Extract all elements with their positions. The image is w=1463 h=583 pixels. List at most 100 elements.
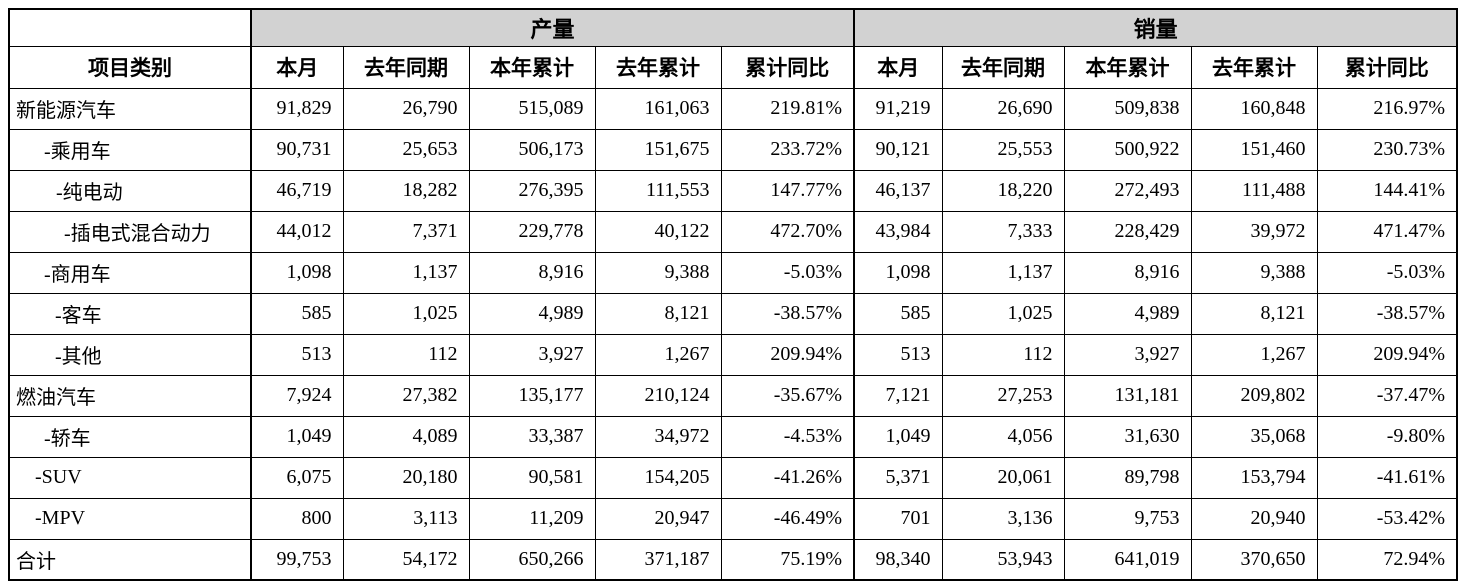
row-label: -纯电动 xyxy=(8,169,252,212)
sales-value-cell: 500,922 xyxy=(1063,128,1192,171)
sales-last-year-period-header: 去年同期 xyxy=(941,45,1065,89)
production-value-cell: 1,025 xyxy=(342,292,470,335)
production-value-cell: 151,675 xyxy=(594,128,722,171)
production-value-cell: -38.57% xyxy=(720,292,855,335)
row-label: -SUV xyxy=(8,456,252,499)
production-value-cell: -41.26% xyxy=(720,456,855,499)
production-value-cell: 219.81% xyxy=(720,87,855,130)
table-row: 燃油汽车 7,924 27,382 135,177 210,124 -35.67% 7,12… xyxy=(8,374,1458,417)
sales-value-cell: 509,838 xyxy=(1063,87,1192,130)
sales-value-cell: 216.97% xyxy=(1316,87,1458,130)
sales-value-cell: 471.47% xyxy=(1316,210,1458,253)
production-value-cell: 26,790 xyxy=(342,87,470,130)
row-label: 燃油汽车 xyxy=(8,374,252,417)
sales-value-cell: 20,061 xyxy=(941,456,1065,499)
sales-value-cell: 513 xyxy=(853,333,943,376)
sales-value-cell: 230.73% xyxy=(1316,128,1458,171)
sales-value-cell: -53.42% xyxy=(1316,497,1458,540)
production-value-cell: 650,266 xyxy=(468,538,596,581)
production-value-cell: 1,049 xyxy=(250,415,344,458)
production-value-cell: 99,753 xyxy=(250,538,344,581)
sales-value-cell: 53,943 xyxy=(941,538,1065,581)
production-value-cell: -35.67% xyxy=(720,374,855,417)
production-value-cell: 9,388 xyxy=(594,251,722,294)
production-value-cell: 112 xyxy=(342,333,470,376)
sales-value-cell: 46,137 xyxy=(853,169,943,212)
sales-value-cell: 7,333 xyxy=(941,210,1065,253)
sales-value-cell: 153,794 xyxy=(1190,456,1318,499)
sales-value-cell: 701 xyxy=(853,497,943,540)
production-group-header: 产量 xyxy=(250,8,855,47)
sales-value-cell: 1,025 xyxy=(941,292,1065,335)
production-value-cell: 233.72% xyxy=(720,128,855,171)
production-value-cell: 40,122 xyxy=(594,210,722,253)
sales-value-cell: 131,181 xyxy=(1063,374,1192,417)
table-row: -其他 513 112 3,927 1,267 209.94% 513 112 3,927 1,2… xyxy=(8,333,1458,376)
sales-value-cell: 1,098 xyxy=(853,251,943,294)
production-value-cell: 1,098 xyxy=(250,251,344,294)
production-value-cell: 20,180 xyxy=(342,456,470,499)
sales-month-header: 本月 xyxy=(853,45,943,89)
production-value-cell: 18,282 xyxy=(342,169,470,212)
production-value-cell: 91,829 xyxy=(250,87,344,130)
sales-value-cell: 111,488 xyxy=(1190,169,1318,212)
sales-value-cell: 641,019 xyxy=(1063,538,1192,581)
table-row: -MPV 800 3,113 11,209 20,947 -46.49% 701 3,136 9… xyxy=(8,497,1458,540)
production-ytd-header: 本年累计 xyxy=(468,45,596,89)
production-month-header: 本月 xyxy=(250,45,344,89)
production-value-cell: 44,012 xyxy=(250,210,344,253)
sales-value-cell: 98,340 xyxy=(853,538,943,581)
table-row: -客车 585 1,025 4,989 8,121 -38.57% 585 1,025 4,98… xyxy=(8,292,1458,335)
production-value-cell: 229,778 xyxy=(468,210,596,253)
sales-value-cell: 1,049 xyxy=(853,415,943,458)
sales-ytd-header: 本年累计 xyxy=(1063,45,1192,89)
sales-value-cell: 31,630 xyxy=(1063,415,1192,458)
production-value-cell: 147.77% xyxy=(720,169,855,212)
production-value-cell: 1,267 xyxy=(594,333,722,376)
sales-value-cell: 4,056 xyxy=(941,415,1065,458)
sales-value-cell: 112 xyxy=(941,333,1065,376)
sales-value-cell: 1,137 xyxy=(941,251,1065,294)
production-value-cell: 6,075 xyxy=(250,456,344,499)
sales-value-cell: 585 xyxy=(853,292,943,335)
row-label: 合计 xyxy=(8,538,252,581)
production-value-cell: 8,121 xyxy=(594,292,722,335)
sales-value-cell: 209,802 xyxy=(1190,374,1318,417)
production-value-cell: 371,187 xyxy=(594,538,722,581)
table-row: 新能源汽车 91,829 26,790 515,089 161,063 219.81% 91… xyxy=(8,87,1458,130)
row-label: -MPV xyxy=(8,497,252,540)
sales-value-cell: 3,136 xyxy=(941,497,1065,540)
table-row: -轿车 1,049 4,089 33,387 34,972 -4.53% 1,049 4,05… xyxy=(8,415,1458,458)
production-value-cell: 161,063 xyxy=(594,87,722,130)
production-value-cell: 4,089 xyxy=(342,415,470,458)
sales-value-cell: 209.94% xyxy=(1316,333,1458,376)
production-value-cell: 25,653 xyxy=(342,128,470,171)
production-value-cell: 513 xyxy=(250,333,344,376)
row-label: -插电式混合动力 xyxy=(8,210,252,253)
table-group-header-row: 产量 销量 xyxy=(8,8,1458,47)
sales-value-cell: 151,460 xyxy=(1190,128,1318,171)
row-label: -乘用车 xyxy=(8,128,252,171)
row-label: -客车 xyxy=(8,292,252,335)
production-value-cell: 135,177 xyxy=(468,374,596,417)
production-value-cell: 1,137 xyxy=(342,251,470,294)
table-row: -SUV 6,075 20,180 90,581 154,205 -41.26% 5,371… xyxy=(8,456,1458,499)
production-value-cell: 90,731 xyxy=(250,128,344,171)
production-value-cell: 90,581 xyxy=(468,456,596,499)
production-yoy-header: 累计同比 xyxy=(720,45,855,89)
production-last-year-period-header: 去年同期 xyxy=(342,45,470,89)
sales-value-cell: 43,984 xyxy=(853,210,943,253)
production-sales-table: 产量 销量 项目类别 本月 去年同期 本年累计 去年累计 累计同比 本月 去年同… xyxy=(8,8,1459,581)
sales-value-cell: 144.41% xyxy=(1316,169,1458,212)
table-row: 合计 99,753 54,172 650,266 371,187 75.19% 98,340… xyxy=(8,538,1458,581)
production-value-cell: 800 xyxy=(250,497,344,540)
sales-value-cell: 72.94% xyxy=(1316,538,1458,581)
production-value-cell: 3,113 xyxy=(342,497,470,540)
row-label: -商用车 xyxy=(8,251,252,294)
production-value-cell: 506,173 xyxy=(468,128,596,171)
sales-group-header: 销量 xyxy=(853,8,1458,47)
row-label: -轿车 xyxy=(8,415,252,458)
sales-value-cell: 160,848 xyxy=(1190,87,1318,130)
production-value-cell: 34,972 xyxy=(594,415,722,458)
